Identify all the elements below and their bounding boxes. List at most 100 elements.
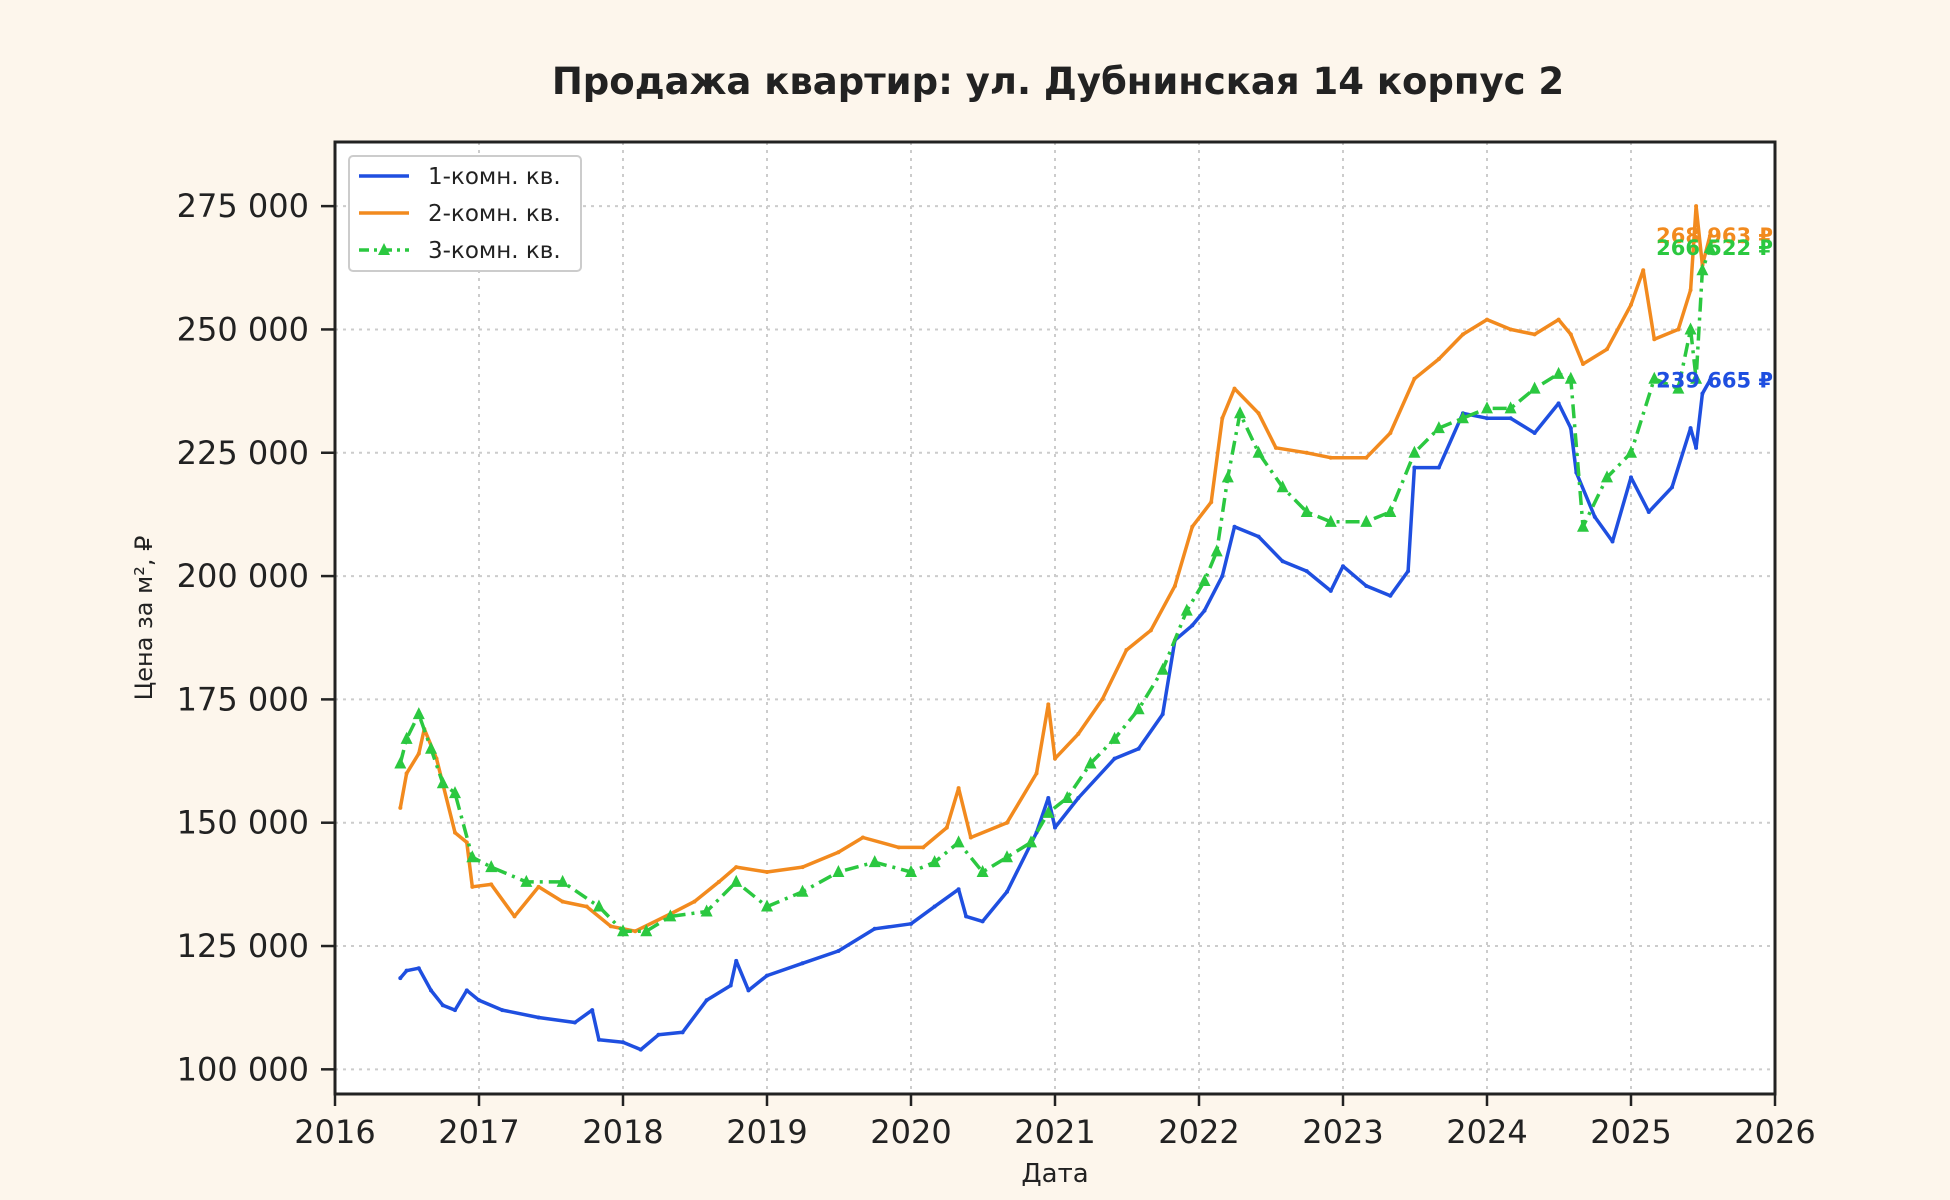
series-point: [1485, 416, 1489, 421]
series-point: [1190, 524, 1195, 529]
series-marker: [1564, 371, 1577, 384]
x-tick-label: 2020: [870, 1113, 951, 1151]
series-marker: [1684, 322, 1697, 335]
series-marker: [400, 731, 413, 744]
series-point: [1190, 623, 1195, 628]
series-point: [416, 751, 421, 756]
series-point: [944, 825, 949, 830]
series-point: [734, 958, 739, 963]
series-marker: [1210, 544, 1223, 557]
series-point: [704, 998, 709, 1003]
series-marker: [394, 756, 407, 769]
series-marker: [1132, 702, 1145, 715]
x-tick-label: 2022: [1158, 1113, 1239, 1151]
series-point: [1436, 357, 1441, 362]
series-point: [1707, 378, 1712, 383]
series-point: [1364, 583, 1369, 588]
series-point: [1605, 347, 1609, 352]
end-label-3: 266 522 ₽: [1656, 236, 1773, 260]
series-point: [470, 884, 475, 889]
series-marker: [1234, 406, 1247, 419]
series-point: [692, 899, 697, 904]
series-marker: [1552, 366, 1565, 379]
series-point: [734, 865, 739, 870]
series-marker: [1156, 662, 1169, 675]
series-point: [1160, 712, 1165, 717]
series-layer: [394, 204, 1716, 1052]
series-marker: [556, 874, 569, 887]
series-marker: [1481, 401, 1493, 414]
x-tick-label: 2023: [1302, 1113, 1383, 1151]
y-tick-label: 225 000: [177, 434, 309, 472]
series-marker: [1042, 805, 1055, 818]
series-marker: [1360, 514, 1373, 527]
series-point: [1556, 317, 1561, 322]
y-tick-label: 275 000: [177, 187, 309, 225]
series-point: [1148, 628, 1153, 633]
series-point: [1694, 204, 1699, 209]
series-marker: [1504, 401, 1517, 414]
series-point: [536, 884, 541, 889]
series-point: [1304, 450, 1309, 455]
series-point: [1460, 332, 1465, 337]
series-marker: [868, 855, 881, 868]
series-point: [968, 835, 973, 840]
series-marker: [1198, 574, 1211, 587]
series-marker: [1601, 470, 1613, 483]
series-point: [1532, 431, 1537, 436]
x-tick-label: 2018: [582, 1113, 663, 1151]
series-marker: [730, 874, 743, 887]
series-point: [746, 988, 751, 993]
series-point: [1304, 569, 1309, 574]
y-tick-label: 100 000: [177, 1050, 309, 1088]
series-point: [512, 914, 517, 919]
series-point: [1076, 731, 1081, 736]
series-point: [453, 830, 457, 835]
series-marker: [1300, 504, 1313, 517]
series-point: [1053, 756, 1057, 761]
series-point: [1328, 588, 1333, 593]
legend-box: [348, 155, 582, 272]
series-point: [716, 879, 721, 884]
series-marker: [1384, 504, 1397, 517]
series-point: [1124, 648, 1129, 653]
legend-label: 1-комн. кв.: [428, 164, 561, 190]
series-marker: [1690, 371, 1703, 384]
x-tick-label: 2017: [438, 1113, 519, 1151]
series-marker: [1108, 731, 1121, 744]
x-tick-label: 2024: [1446, 1113, 1527, 1151]
series-point: [1592, 514, 1597, 519]
series-point: [1256, 534, 1261, 539]
series-point: [765, 973, 769, 978]
series-point: [1341, 564, 1345, 569]
series-marker: [796, 884, 809, 897]
series-marker: [1696, 263, 1709, 276]
series-point: [860, 835, 865, 840]
series-point: [1652, 337, 1657, 342]
y-axis: 100 000 125 000 150 000 175 000 200 000 225 0…: [177, 187, 335, 1088]
x-axis-label: Дата: [1021, 1159, 1088, 1189]
series-point: [1280, 559, 1285, 564]
series-point: [398, 976, 403, 981]
series-marker: [1061, 791, 1074, 804]
series-point: [1676, 327, 1681, 332]
x-axis: 2016 2017 2018 2019 2020 2021 2022 2023 2024 2025…: [294, 1094, 1816, 1151]
series-point: [1485, 317, 1489, 322]
series-marker: [1577, 519, 1589, 532]
series-point: [596, 1037, 601, 1042]
series-point: [416, 966, 421, 971]
series-point: [1220, 574, 1225, 579]
series-marker: [412, 707, 425, 720]
series-marker: [1672, 381, 1685, 394]
series-marker: [976, 865, 989, 878]
series-point: [680, 1030, 685, 1035]
series-point: [1136, 746, 1141, 751]
series-point: [836, 850, 841, 855]
series-point: [633, 929, 638, 934]
series-point: [909, 921, 913, 926]
series-point: [404, 771, 409, 776]
series-marker: [1084, 756, 1097, 769]
series-point: [1364, 455, 1369, 460]
